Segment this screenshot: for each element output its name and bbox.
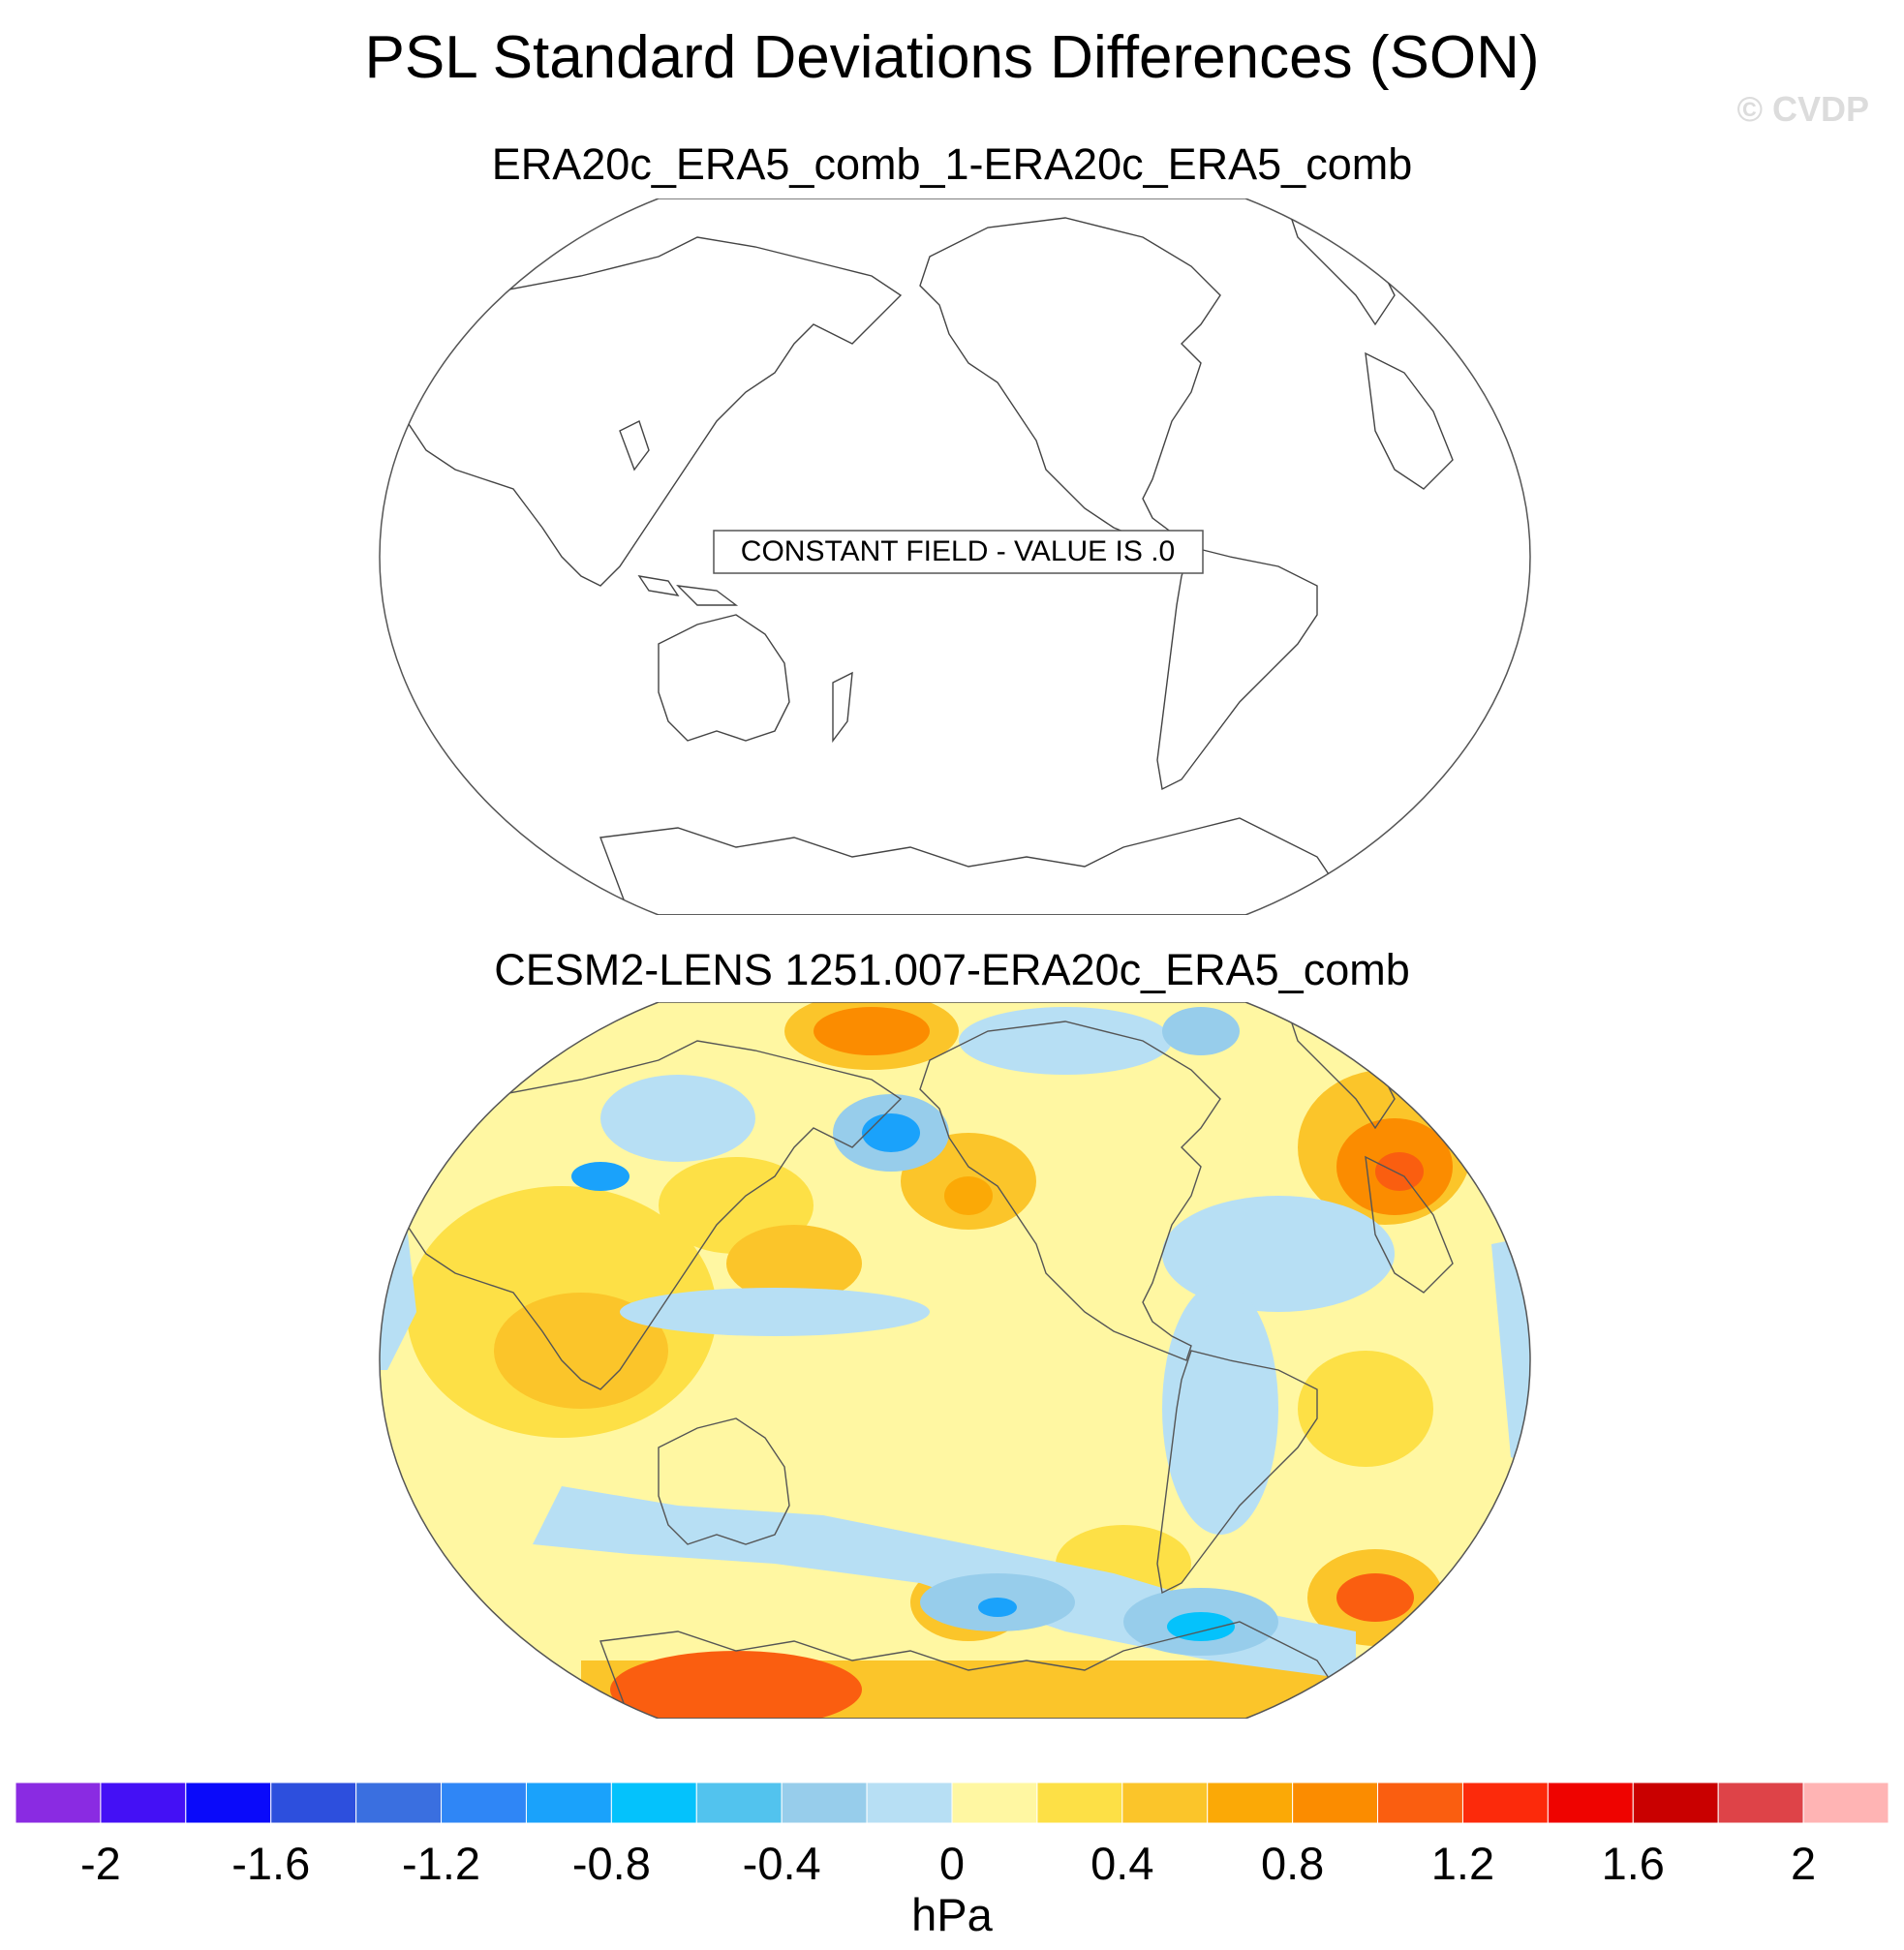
coastline-islands [619,420,853,744]
coastline-asia [406,236,903,587]
colorbar-tick-label: 1.6 [1602,1838,1665,1889]
colorbar-box [1121,1782,1209,1824]
map-panel-1: CONSTANT FIELD - VALUE IS .0 [379,198,1531,915]
colorbar-box [525,1782,612,1824]
colorbar-box [185,1782,272,1824]
colorbar-tick-label: 0.8 [1261,1838,1324,1889]
colorbar-box [1802,1782,1889,1824]
panel-2-subtitle: CESM2-LENS 1251.007-ERA20c_ERA5_comb [494,945,1410,994]
colorbar-tick-label: -2 [80,1838,121,1889]
colorbar-tick-label: -1.2 [402,1838,480,1889]
colorbar-tick-label: 0.4 [1090,1838,1153,1889]
colorbar-tick-label: -1.6 [231,1838,310,1889]
colorbar-box [1461,1782,1549,1824]
colorbar-box [866,1782,953,1824]
colorbar-tick-labels: -2 -1.6 -1.2 -0.8 -0.4 0 0.4 0.8 1.2 1.6 2 [80,1838,1816,1889]
colorbar-box [1292,1782,1379,1824]
panel-1-subtitle: ERA20c_ERA5_comb_1-ERA20c_ERA5_comb [491,139,1413,189]
colorbar-tick-label: 0 [939,1838,965,1889]
colorbar-unit-label: hPa [911,1889,993,1940]
colorbar-box [1632,1782,1719,1824]
colorbar-tick-label: -0.4 [743,1838,821,1889]
colorbar-box [1547,1782,1634,1824]
colorbar-box [15,1782,102,1824]
constant-field-box [713,530,1204,574]
colorbar-tick-label: 2 [1791,1838,1816,1889]
colorbar-box [355,1782,443,1824]
colorbar-box [781,1782,868,1824]
colorbar-box [1717,1782,1804,1824]
colorbar-box [270,1782,357,1824]
colorbar-box [610,1782,697,1824]
colorbar: -2 -1.6 -1.2 -0.8 -0.4 0 0.4 0.8 1.2 1.6 2 [15,1782,1889,1889]
colorbar-box [441,1782,527,1824]
map-panel-2 [379,1002,1531,1719]
colorbar-tick-label: 1.2 [1431,1838,1494,1889]
colorbar-box [695,1782,783,1824]
colorbar-tick-label: -0.8 [572,1838,651,1889]
colorbar-box [1207,1782,1294,1824]
map-frame [379,1002,1531,1719]
colorbar-boxes [15,1782,1889,1824]
main-title: PSL Standard Deviations Differences (SON… [364,24,1540,91]
colorbar-box [1036,1782,1123,1824]
colorbar-box [1377,1782,1463,1824]
colorbar-box [951,1782,1038,1824]
watermark: © CVDP [1736,89,1869,129]
constant-field-label: CONSTANT FIELD - VALUE IS .0 [741,535,1175,567]
coastline-south-america [1156,546,1318,791]
colorbar-box [100,1782,187,1824]
coastline-australia [658,614,790,742]
field-positive-features [407,1002,1472,1719]
